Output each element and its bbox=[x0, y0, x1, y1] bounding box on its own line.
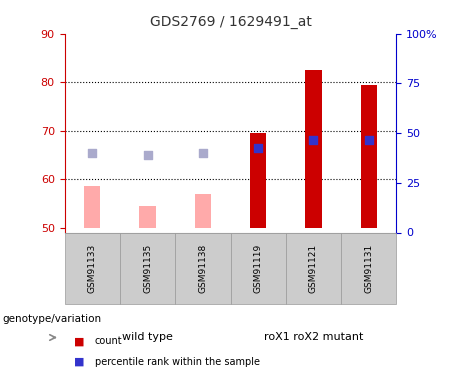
Text: GSM91133: GSM91133 bbox=[88, 243, 97, 293]
Text: count: count bbox=[95, 336, 122, 346]
Text: GSM91135: GSM91135 bbox=[143, 243, 152, 293]
Bar bbox=[84, 186, 100, 228]
Point bbox=[310, 137, 317, 143]
Text: ■: ■ bbox=[74, 336, 84, 346]
Point bbox=[254, 145, 262, 151]
Text: GSM91138: GSM91138 bbox=[198, 243, 207, 293]
Bar bbox=[230, 232, 286, 304]
Point bbox=[199, 150, 207, 156]
Bar bbox=[175, 232, 230, 304]
Bar bbox=[305, 70, 322, 228]
Bar bbox=[65, 232, 120, 304]
Text: GSM91119: GSM91119 bbox=[254, 243, 263, 293]
Text: GSM91121: GSM91121 bbox=[309, 244, 318, 292]
Bar bbox=[139, 206, 156, 228]
Point bbox=[144, 152, 151, 158]
Bar bbox=[250, 133, 266, 228]
Bar bbox=[120, 232, 175, 304]
Bar bbox=[341, 232, 396, 304]
Text: GSM91131: GSM91131 bbox=[364, 243, 373, 293]
Bar bbox=[361, 85, 377, 228]
Bar bbox=[195, 194, 211, 228]
Text: roX1 roX2 mutant: roX1 roX2 mutant bbox=[264, 333, 363, 342]
Bar bbox=[286, 232, 341, 304]
Text: GDS2769 / 1629491_at: GDS2769 / 1629491_at bbox=[149, 15, 312, 29]
Text: ■: ■ bbox=[74, 357, 84, 367]
Point bbox=[89, 150, 96, 156]
Point bbox=[365, 137, 372, 143]
Text: percentile rank within the sample: percentile rank within the sample bbox=[95, 357, 260, 367]
Text: genotype/variation: genotype/variation bbox=[2, 314, 101, 324]
Text: wild type: wild type bbox=[122, 333, 173, 342]
